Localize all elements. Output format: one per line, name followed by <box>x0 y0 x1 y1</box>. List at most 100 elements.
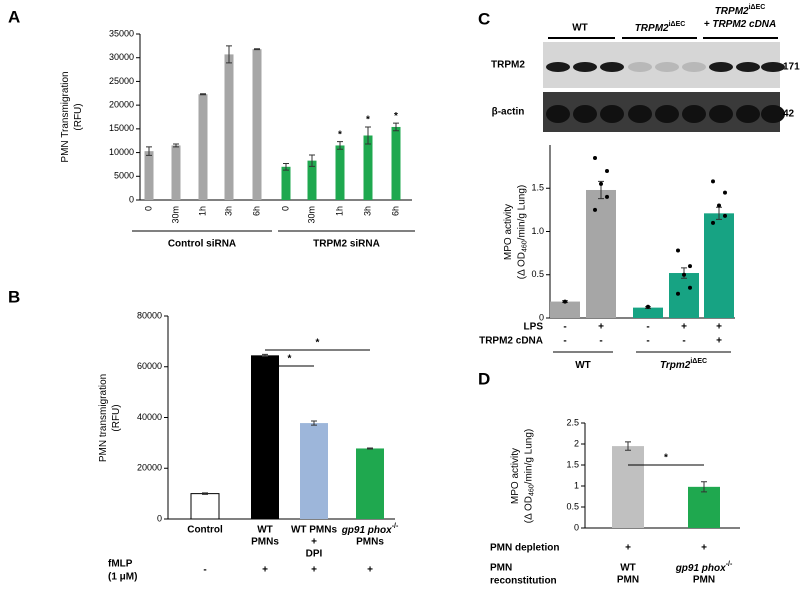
error-bar <box>625 441 631 451</box>
data-point <box>593 207 597 212</box>
blot-band <box>600 62 624 72</box>
label: TRPM2iΔEC <box>715 4 766 16</box>
x-tick-label: 3h <box>223 206 233 216</box>
significance-mark: * <box>316 338 320 349</box>
row-value: + <box>716 322 722 333</box>
error-bar <box>254 48 260 51</box>
x-tick-label: 1h <box>197 206 207 216</box>
x-tick-label: 30m <box>170 206 180 224</box>
error-bar <box>202 492 208 495</box>
data-point <box>563 299 567 304</box>
text-part: (Δ OD <box>523 496 534 523</box>
label: fMLP <box>108 559 133 570</box>
y-tick-label: 20000 <box>137 463 162 473</box>
y-tick-label: 2.5 <box>566 417 579 427</box>
row-value: + <box>625 543 631 554</box>
significance-mark: * <box>394 111 398 122</box>
label: + <box>311 537 317 548</box>
y-axis-title: PMN Transmigration (RFU) <box>60 71 84 162</box>
error-bar <box>146 146 152 156</box>
label: PMNs <box>251 537 279 548</box>
blot-band <box>546 105 570 123</box>
group-label: TRPM2 siRNA <box>313 239 380 250</box>
panel-label: C <box>478 9 490 28</box>
text-part: iΔEC <box>690 358 707 365</box>
data-point <box>676 291 680 296</box>
blot-band <box>761 62 785 72</box>
row-value: + <box>701 543 707 554</box>
blot-band <box>682 105 706 123</box>
label: WT <box>575 360 591 371</box>
blot-band <box>600 105 624 123</box>
y-tick-label: 2 <box>574 438 579 448</box>
group-label: Control siRNA <box>168 239 236 250</box>
error-bar <box>311 420 317 426</box>
y-tick-label: 0.5 <box>531 269 544 279</box>
row-value: + <box>367 565 373 576</box>
row-value: + <box>598 322 604 333</box>
label: gp91 phox-/- <box>675 561 733 573</box>
bar <box>300 423 328 519</box>
row-value: + <box>262 565 268 576</box>
x-tick-label: 6h <box>251 206 261 216</box>
y-tick-label: 1.5 <box>566 459 579 469</box>
bar <box>586 189 616 318</box>
bar <box>363 135 373 200</box>
row-value: - <box>563 322 566 333</box>
x-tick-label: 3h <box>362 206 372 216</box>
label: WT <box>620 563 636 574</box>
data-point <box>593 155 597 160</box>
row-value: - <box>646 322 649 333</box>
label: LPS <box>524 322 544 333</box>
x-tick-label: 6h <box>390 206 400 216</box>
error-bar <box>701 481 707 493</box>
error-bar <box>200 93 206 96</box>
data-point <box>723 213 727 218</box>
text-part: 460 <box>529 484 536 496</box>
label: TRPM2 cDNA <box>479 336 543 347</box>
label: PMN <box>490 563 512 574</box>
y-tick-label: 40000 <box>137 412 162 422</box>
data-point <box>688 285 692 290</box>
text-part: TRPM2 <box>715 6 749 17</box>
blot-band <box>736 62 760 72</box>
bar <box>307 160 317 200</box>
y-tick-label: 0 <box>574 522 579 532</box>
row-value: + <box>311 565 317 576</box>
data-point <box>605 194 609 199</box>
text-part: -/- <box>726 561 733 568</box>
label: PMN depletion <box>490 543 559 554</box>
label: PMN transmigration <box>98 374 109 462</box>
y-tick-label: 0 <box>539 312 544 322</box>
row-value: - <box>682 336 685 347</box>
x-tick-label: 0 <box>143 206 153 211</box>
bar <box>612 446 644 528</box>
band-size: 171 <box>783 62 800 73</box>
text-part: /min/g Lung) <box>516 185 527 241</box>
bar <box>224 54 234 200</box>
band-name: β-actin <box>492 107 525 118</box>
label: (Δ OD460/min/g Lung) <box>523 429 536 524</box>
y-tick-label: 15000 <box>109 123 134 133</box>
label: TRPM2iΔEC <box>635 21 686 33</box>
label: PMN Transmigration <box>60 71 71 162</box>
text-part: gp91 phox <box>341 525 392 536</box>
bar <box>171 145 181 200</box>
blot-band <box>736 105 760 123</box>
blot-band <box>573 62 597 72</box>
label: DPI <box>306 549 323 560</box>
y-tick-label: 0.5 <box>566 501 579 511</box>
y-tick-label: 5000 <box>114 171 134 181</box>
label: Control <box>187 525 223 536</box>
panel-label: A <box>8 7 20 26</box>
x-tick-label: 0 <box>280 206 290 211</box>
bar <box>190 493 220 520</box>
y-tick-label: 60000 <box>137 361 162 371</box>
y-tick-label: 0 <box>157 513 162 523</box>
y-tick-label: 1.0 <box>531 226 544 236</box>
bar <box>633 307 663 318</box>
y-tick-label: 10000 <box>109 147 134 157</box>
error-bar <box>337 141 343 150</box>
row-value: + <box>716 336 722 347</box>
text-part: + TRPM2 cDNA <box>704 19 777 30</box>
